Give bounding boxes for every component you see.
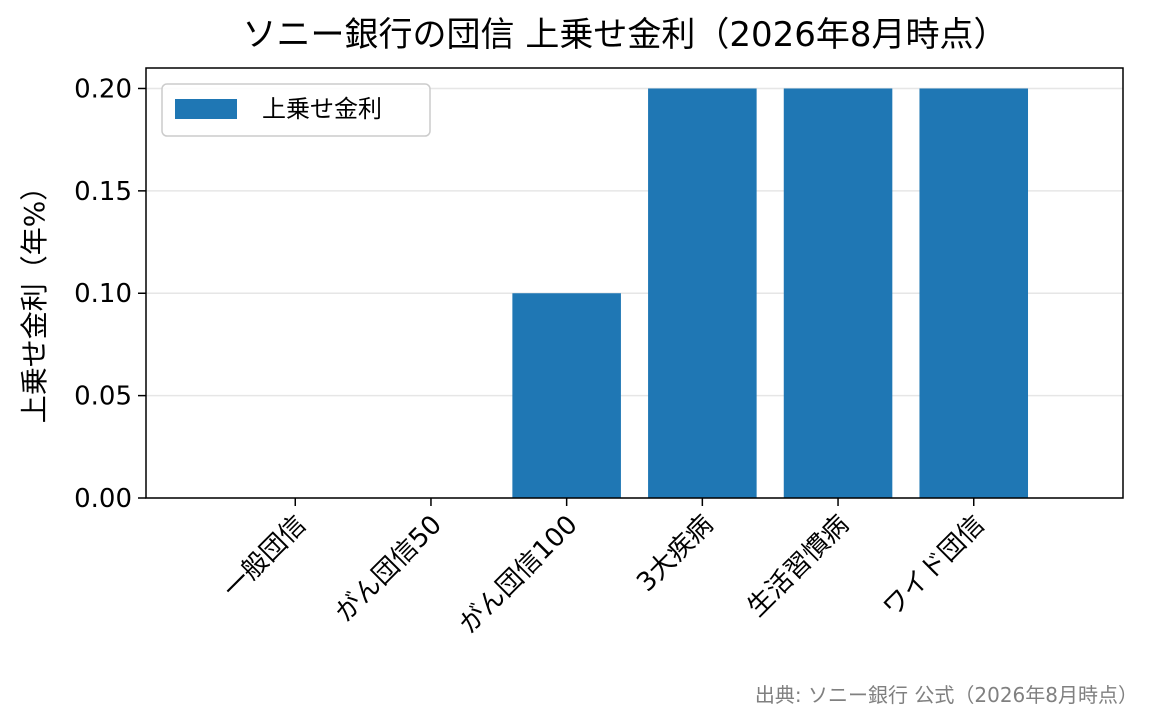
legend: 上乗せ金利 — [161, 83, 431, 137]
y-axis-label: 上乗せ金利（年%） — [18, 173, 51, 424]
legend-box — [161, 83, 431, 137]
chart-title: ソニー銀行の団信 上乗せ金利（2026年8月時点） — [243, 15, 1008, 55]
y-tick-label: 0.05 — [74, 382, 132, 412]
y-tick-label: 0.15 — [74, 177, 132, 207]
legend-label: 上乗せ金利 — [262, 95, 382, 123]
bar-3 — [512, 293, 621, 498]
y-tick-label: 0.10 — [74, 279, 132, 309]
bars — [512, 88, 1029, 498]
source-note: 出典: ソニー銀行 公式（2026年8月時点） — [755, 683, 1138, 707]
y-tick-label: 0.20 — [74, 74, 132, 104]
plot-frame — [145, 67, 1124, 499]
legend-swatch — [175, 99, 237, 119]
bar-4 — [648, 88, 757, 498]
y-tick-label: 0.00 — [74, 484, 132, 514]
y-axis-ticks: 0.00 0.05 0.10 0.15 0.20 — [74, 74, 146, 514]
bar-5 — [783, 88, 893, 498]
bar-6 — [919, 88, 1029, 498]
